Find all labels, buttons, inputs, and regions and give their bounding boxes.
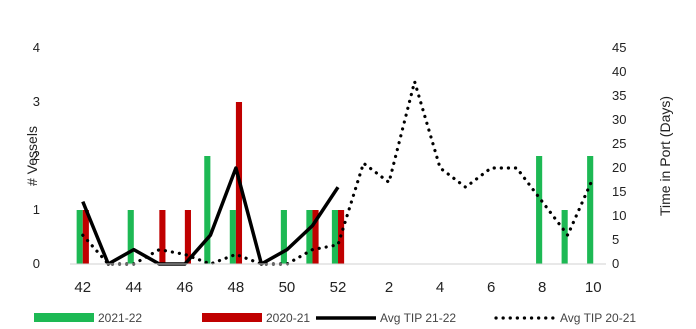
bar-2021-22 — [204, 156, 211, 264]
bar-2020-21 — [312, 210, 319, 264]
y2-tick-label: 5 — [612, 232, 619, 247]
y2-axis-label: Time in Port (Days) — [657, 96, 673, 216]
bar-2021-22 — [280, 210, 287, 264]
y2-tick-label: 0 — [612, 256, 619, 271]
x-tick-label: 8 — [538, 279, 546, 296]
bar-2021-22 — [229, 210, 236, 264]
y2-tick-label: 25 — [612, 136, 626, 151]
x-tick-label: 46 — [177, 279, 194, 296]
x-tick-label: 2 — [385, 279, 393, 296]
bar-2021-22 — [587, 156, 594, 264]
bar-2020-21 — [82, 210, 89, 264]
y2-tick-label: 35 — [612, 88, 626, 103]
legend-label: Avg TIP 20-21 — [560, 311, 636, 325]
legend: 2021-22 2020-21 Avg TIP 21-22 Avg TIP 20-21 — [34, 311, 636, 325]
bar-2021-22 — [561, 210, 568, 264]
line-avg-tip-20-21 — [81, 79, 595, 266]
legend-swatch — [34, 313, 94, 322]
y-tick-label: 0 — [33, 256, 40, 271]
y-tick-label: 2 — [33, 148, 40, 163]
y-tick-label: 3 — [33, 94, 40, 109]
x-tick-label: 6 — [487, 279, 495, 296]
bar-2021-22 — [76, 210, 83, 264]
y2-tick-label: 10 — [612, 208, 626, 223]
y-tick-label: 4 — [33, 40, 40, 55]
y-axis-label: # Vessels — [24, 126, 40, 186]
legend-label: 2021-22 — [98, 311, 142, 325]
bar-2021-22 — [536, 156, 543, 264]
y2-tick-label: 30 — [612, 112, 626, 127]
bar-2021-22 — [127, 210, 134, 264]
x-tick-label: 42 — [74, 279, 91, 296]
bar-2021-22 — [306, 210, 313, 264]
y2-tick-label: 40 — [612, 64, 626, 79]
lines-layer — [81, 79, 595, 266]
legend-label: 2020-21 — [266, 311, 310, 325]
legend-swatch — [202, 313, 262, 322]
x-tick-label: 48 — [228, 279, 245, 296]
y-tick-label: 1 — [33, 202, 40, 217]
x-tick-label: 52 — [330, 279, 347, 296]
bar-2020-21 — [159, 210, 166, 264]
bar-2021-22 — [331, 210, 338, 264]
legend-label: Avg TIP 21-22 — [380, 311, 456, 325]
y2-tick-label: 15 — [612, 184, 626, 199]
bar-2020-21 — [184, 210, 191, 264]
x-tick-label: 4 — [436, 279, 444, 296]
x-tick-label: 44 — [125, 279, 142, 296]
y2-tick-label: 45 — [612, 40, 626, 55]
x-tick-label: 10 — [585, 279, 602, 296]
bars-layer — [76, 102, 594, 264]
x-tick-label: 50 — [279, 279, 296, 296]
y2-tick-label: 20 — [612, 160, 626, 175]
line-avg-tip-21-22 — [81, 166, 340, 266]
